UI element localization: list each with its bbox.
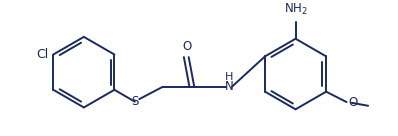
Text: S: S — [131, 95, 139, 108]
Text: H: H — [224, 72, 233, 82]
Text: O: O — [349, 96, 358, 109]
Text: O: O — [182, 40, 191, 53]
Text: Cl: Cl — [37, 48, 49, 61]
Text: NH$_2$: NH$_2$ — [284, 2, 308, 17]
Text: N: N — [224, 80, 233, 93]
